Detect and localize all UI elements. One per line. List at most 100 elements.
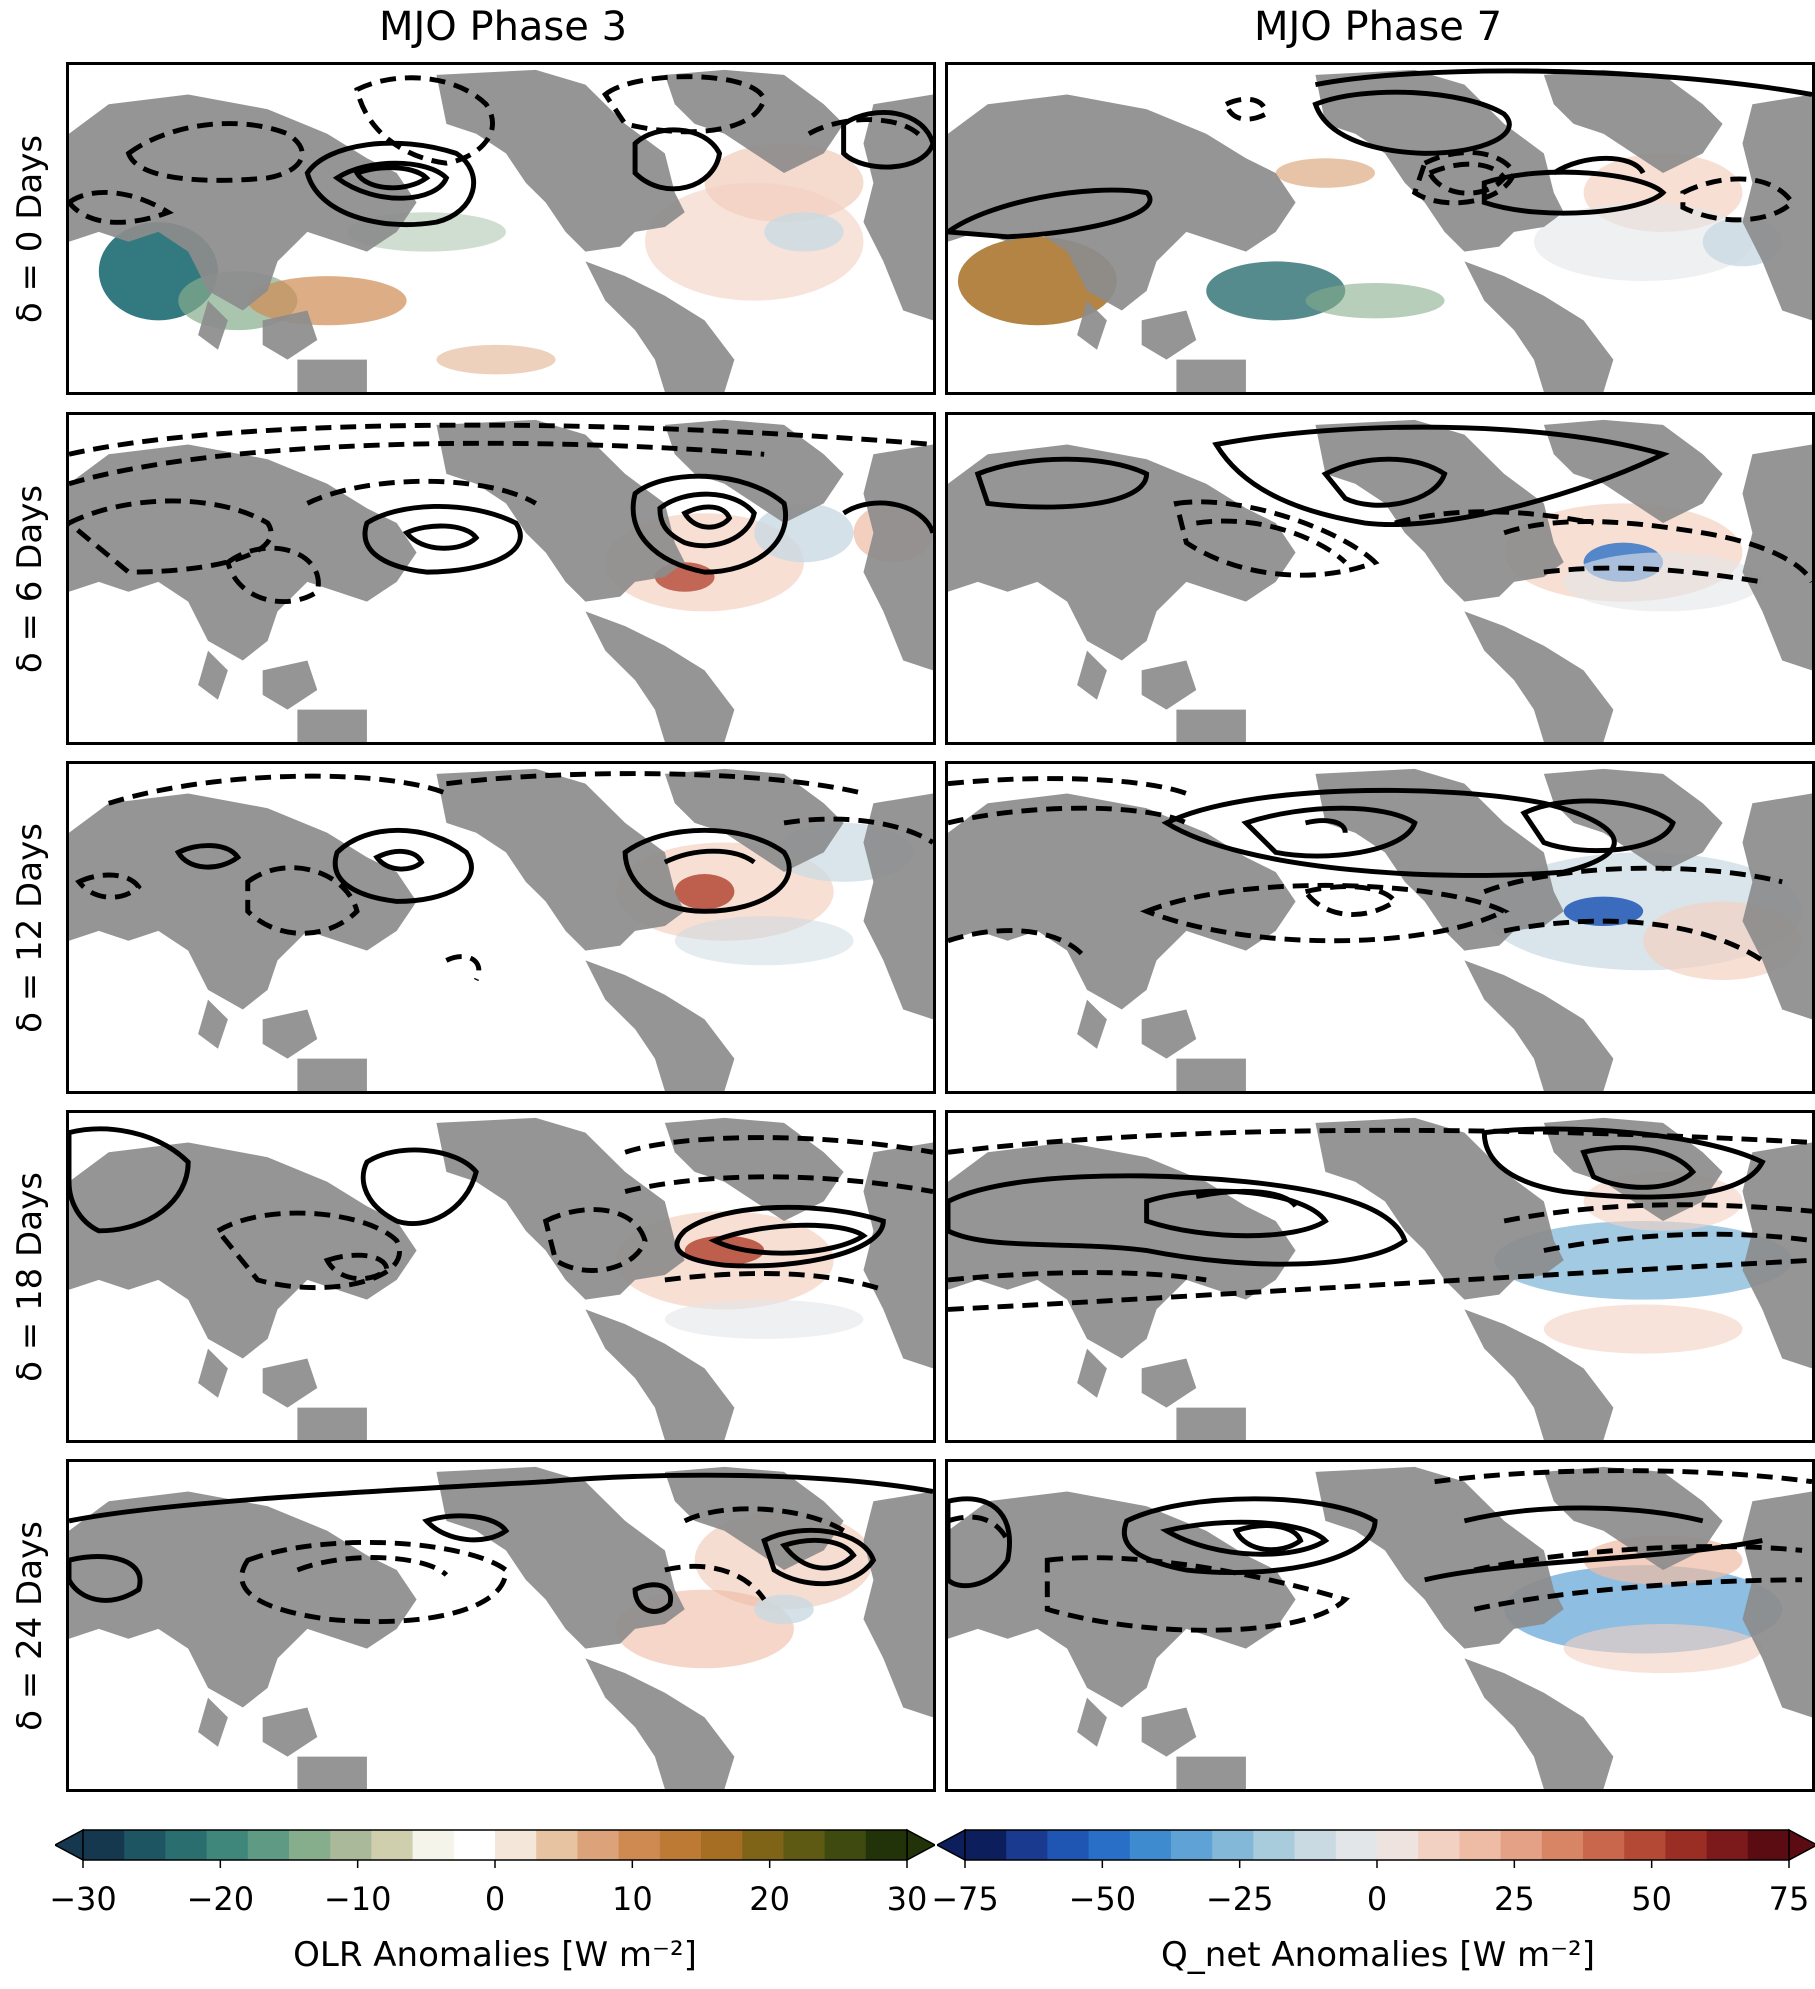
map-panel-phase-7-lag-0 — [945, 62, 1815, 395]
height-contours — [974, 424, 1812, 585]
negative-contour — [214, 1210, 402, 1291]
height-contours — [75, 771, 933, 982]
negative-contour — [1139, 882, 1510, 944]
anomaly-blob — [1563, 896, 1644, 927]
positive-contour — [708, 1222, 868, 1256]
anomaly-blob — [1275, 158, 1376, 188]
positive-contour — [332, 827, 474, 904]
row-label-text: δ = 12 Days — [10, 822, 51, 1033]
positive-contour — [69, 1554, 143, 1603]
negative-contour — [1173, 499, 1380, 578]
map-panel-phase-3-lag-6 — [66, 412, 936, 745]
positive-contour — [360, 1147, 479, 1226]
negative-contour — [1503, 918, 1764, 963]
negative-contour — [1411, 150, 1517, 206]
negative-contour — [1543, 565, 1763, 585]
negative-contour — [125, 121, 305, 183]
negative-contour — [1223, 96, 1269, 122]
land-shape — [1077, 1348, 1107, 1398]
anomaly-blob — [436, 344, 556, 375]
landmass — [948, 768, 1812, 1091]
negative-contour — [948, 1514, 1010, 1542]
land-shape — [1176, 1407, 1246, 1440]
qnet-tick-label: −50 — [1068, 1880, 1137, 1918]
anomaly-blob — [764, 212, 844, 252]
land-shape — [297, 359, 367, 392]
negative-contour — [245, 865, 360, 936]
colorbar-segment — [1665, 1830, 1708, 1860]
colorbar-segment — [1706, 1830, 1749, 1860]
anomaly-blob — [1563, 552, 1763, 612]
positive-contour — [779, 1537, 857, 1571]
qnet-colorbar — [935, 1822, 1815, 1872]
olr-colorbar-title-text: OLR Anomalies [W m⁻²] — [293, 1935, 697, 1975]
land-shape — [1464, 960, 1614, 1091]
land-shape — [1315, 1466, 1564, 1649]
anomaly-blob — [1494, 1221, 1793, 1300]
map-panel-phase-7-lag-18 — [945, 1110, 1815, 1443]
land-shape — [948, 444, 1296, 661]
land-shape — [664, 1117, 844, 1222]
land-shape — [664, 69, 844, 174]
land-shape — [1141, 1009, 1197, 1059]
colorbar-segment — [783, 1830, 826, 1860]
negative-contour — [1434, 1468, 1812, 1485]
height-contours — [69, 422, 933, 605]
land-shape — [1543, 419, 1723, 524]
row-label-lag-24: δ = 24 Days — [0, 1459, 60, 1792]
land-shape — [436, 69, 685, 252]
map-canvas — [69, 1117, 933, 1440]
map-panel-phase-7-lag-12 — [945, 761, 1815, 1094]
positive-contour — [69, 1472, 933, 1524]
land-shape — [262, 1358, 318, 1408]
landmass — [69, 1466, 933, 1789]
land-shape — [585, 960, 735, 1091]
positive-contour — [1241, 805, 1418, 859]
map-canvas — [69, 1466, 933, 1789]
anomaly-blob — [674, 916, 854, 966]
land-shape — [585, 261, 735, 392]
positive-contour — [761, 1527, 877, 1587]
anomaly-blob — [1563, 1624, 1763, 1674]
negative-contour — [1394, 509, 1595, 526]
landmass — [69, 1117, 933, 1440]
land-shape — [297, 1058, 367, 1091]
positive-contour — [974, 456, 1150, 510]
negative-contour — [1473, 1577, 1803, 1612]
colorbar-segment — [659, 1830, 702, 1860]
height-contours — [948, 1468, 1812, 1633]
negative-contour — [75, 872, 142, 900]
row-label-lag-0: δ = 0 Days — [0, 62, 60, 395]
land-shape — [1176, 1058, 1246, 1091]
map-canvas — [948, 1466, 1812, 1789]
colorbar-segment — [1500, 1830, 1543, 1860]
negative-contour — [69, 440, 765, 487]
negative-contour — [296, 1555, 449, 1577]
negative-contour — [624, 1135, 933, 1155]
height-contours — [69, 1472, 933, 1625]
land-shape — [297, 709, 367, 742]
colorbar-segment — [247, 1830, 290, 1860]
land-shape — [1742, 793, 1812, 1020]
colorbar-segment — [577, 1830, 620, 1860]
negative-contour — [323, 1252, 390, 1282]
height-contours — [69, 74, 933, 228]
row-label-text: δ = 0 Days — [10, 134, 51, 323]
positive-contour — [1161, 787, 1617, 878]
row-label-text: δ = 6 Days — [10, 484, 51, 673]
negative-contour — [1044, 1555, 1350, 1633]
land-shape — [585, 1309, 735, 1440]
anomaly-blob — [1533, 202, 1753, 282]
height-contours — [69, 1126, 933, 1293]
positive-contour — [842, 500, 933, 534]
positive-contour — [422, 1513, 510, 1543]
map-canvas — [948, 768, 1812, 1091]
negative-contour — [354, 75, 495, 166]
anomaly-blob — [754, 1594, 814, 1625]
qnet-tick-label: 0 — [1366, 1880, 1388, 1918]
colorbar-segment — [1212, 1830, 1254, 1860]
land-shape — [1176, 1756, 1246, 1789]
colorbar-segment — [701, 1830, 743, 1860]
land-shape — [664, 768, 844, 873]
colorbar-segment — [742, 1830, 784, 1860]
